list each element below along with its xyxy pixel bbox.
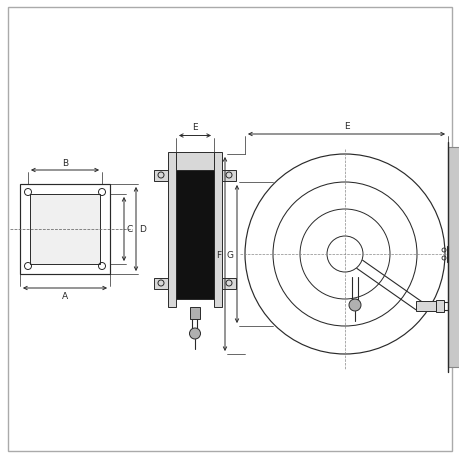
Bar [222, 170, 235, 181]
Bar [446, 246, 447, 263]
Bar [20, 185, 110, 274]
Bar [213, 152, 222, 307]
Bar [30, 195, 100, 264]
Circle shape [189, 328, 200, 339]
Bar [176, 152, 213, 170]
Text: A: A [62, 291, 68, 300]
Bar [168, 152, 176, 307]
Bar [435, 300, 443, 312]
Text: E: E [343, 122, 348, 131]
Text: D: D [139, 225, 146, 234]
Text: E: E [192, 123, 197, 132]
Text: B: B [62, 159, 68, 168]
Circle shape [348, 299, 360, 311]
Text: F: F [215, 250, 220, 259]
Bar [190, 307, 200, 319]
Bar [176, 170, 213, 299]
Bar [415, 301, 435, 311]
Bar [154, 170, 168, 181]
Bar [222, 278, 235, 289]
Text: G: G [226, 250, 234, 259]
Bar [447, 148, 459, 367]
Bar [154, 278, 168, 289]
Text: C: C [127, 225, 133, 234]
